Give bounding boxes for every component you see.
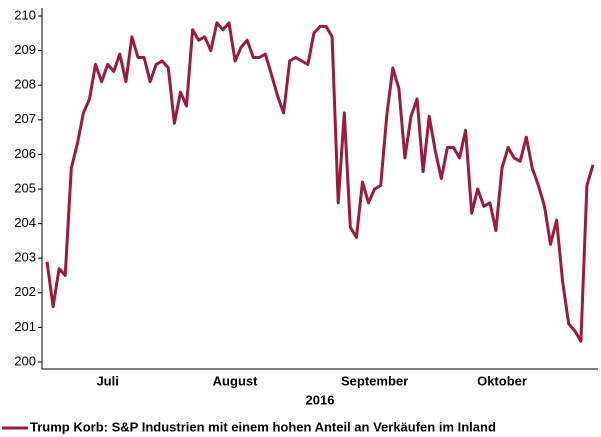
y-tick-label: 208 (14, 77, 36, 92)
y-tick-label: 207 (14, 111, 36, 126)
y-tick-label: 206 (14, 146, 36, 161)
data-line (45, 21, 595, 343)
x-axis-label: 2016 (306, 392, 335, 407)
x-tick-label: Juli (96, 373, 118, 388)
y-tick-label: 201 (14, 319, 36, 334)
y-tick-label: 203 (14, 250, 36, 265)
y-tick-label: 200 (14, 353, 36, 368)
legend-label: Trump Korb: S&P Industrien mit einem hoh… (30, 419, 496, 434)
y-tick-label: 209 (14, 42, 36, 57)
x-tick-label: Oktober (477, 373, 527, 388)
y-tick-label: 204 (14, 215, 36, 230)
x-tick-label: August (213, 373, 258, 388)
x-tick-label: September (341, 373, 408, 388)
y-tick-label: 205 (14, 180, 36, 195)
y-tick-label: 210 (14, 7, 36, 22)
y-tick-label: 202 (14, 284, 36, 299)
